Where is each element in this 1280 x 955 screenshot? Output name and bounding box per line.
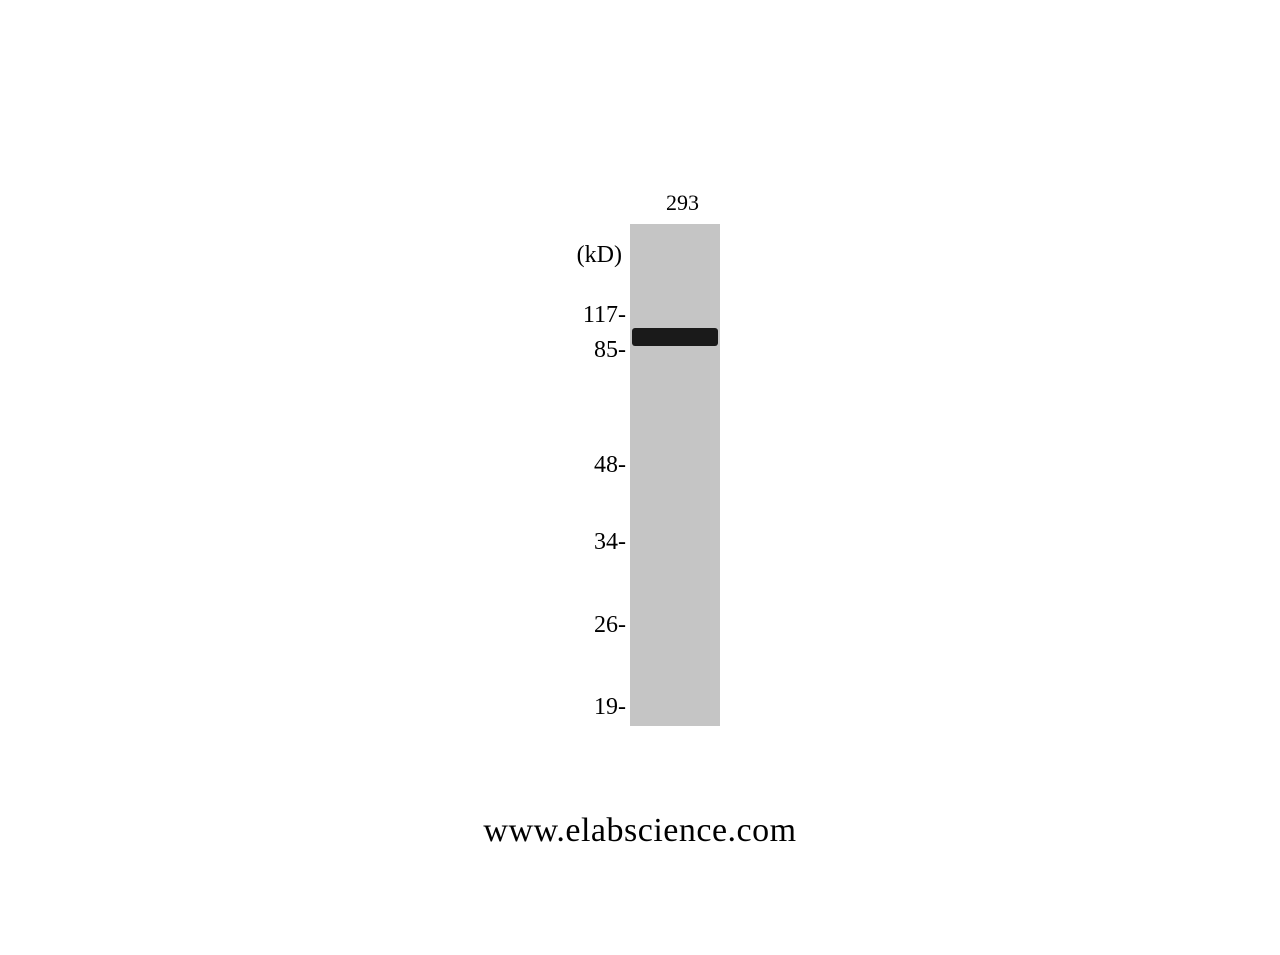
markers-column: (kD) 117- 85- 48- 34- 26- 19- (560, 224, 630, 726)
blot-area: (kD) 117- 85- 48- 34- 26- 19- (560, 224, 720, 726)
marker-label: 26- (594, 612, 626, 639)
protein-band (632, 328, 718, 346)
marker-label: 117- (583, 302, 626, 329)
lane-label: 293 (666, 190, 699, 216)
gel-lane (630, 224, 720, 726)
blot-container: 293 (kD) 117- 85- 48- 34- 26- 19- (560, 190, 720, 726)
footer-url: www.elabscience.com (483, 812, 796, 850)
blot-wrapper: 293 (kD) 117- 85- 48- 34- 26- 19- (560, 190, 720, 726)
marker-label: 19- (594, 694, 626, 721)
marker-label: 48- (594, 452, 626, 479)
kd-unit-label: (kD) (577, 242, 622, 269)
marker-label: 85- (594, 337, 626, 364)
marker-label: 34- (594, 529, 626, 556)
